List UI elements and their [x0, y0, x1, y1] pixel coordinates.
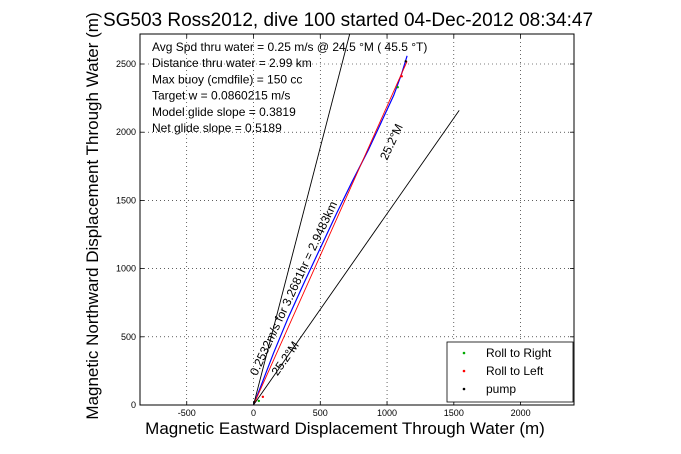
y-tick-label: 2500: [116, 59, 136, 69]
chart-title: SG503 Ross2012, dive 100 started 04-Dec-…: [103, 10, 593, 31]
marker-roll-left: [400, 75, 403, 78]
marker-roll-right: [257, 399, 261, 403]
marker-roll-right: [396, 85, 399, 89]
y-tick-label: 1500: [116, 195, 136, 205]
series-group: [252, 34, 460, 405]
legend-item-pump: pump: [486, 382, 516, 396]
series-line-straight-track: [253, 61, 408, 405]
legend-swatch-roll-right: [462, 351, 466, 355]
series-line-track: [252, 55, 408, 405]
info-line: Avg Spd thru water = 0.25 m/s @ 24.5 °M …: [152, 40, 427, 54]
y-axis: 0 500 1000 1500 2000 2500: [116, 59, 574, 410]
grid: [140, 34, 574, 406]
y-tick-label: 1000: [116, 264, 136, 274]
legend: Roll to Right Roll to Left pump: [446, 341, 574, 403]
legend-swatch-pump: [462, 387, 466, 391]
info-line: Net glide slope = 0.5189: [152, 121, 282, 135]
y-axis-label: Magnetic Northward Displacement Through …: [83, 12, 102, 419]
series-line-envelope-lower: [253, 110, 460, 405]
y-tick-label: 2000: [116, 127, 136, 137]
legend-item-roll-left: Roll to Left: [486, 364, 544, 378]
legend-box: [446, 341, 574, 403]
series-line-envelope-upper: [253, 34, 351, 405]
info-line: Distance thru water = 2.99 km: [152, 56, 312, 70]
x-tick-label: 1000: [377, 408, 397, 418]
y-tick-label: 0: [131, 400, 136, 410]
legend-item-roll-right: Roll to Right: [486, 346, 552, 360]
x-tick-label: 1500: [444, 408, 464, 418]
info-block: Avg Spd thru water = 0.25 m/s @ 24.5 °M …: [152, 40, 427, 135]
info-line: Target w = 0.0860215 m/s: [152, 89, 290, 103]
info-line: Model glide slope = 0.3819: [152, 105, 296, 119]
x-axis: -500 0 500 1000 1500 2000: [178, 34, 531, 418]
x-tick-label: 2000: [511, 408, 531, 418]
x-tick-label: 500: [313, 408, 328, 418]
info-line: Max buoy (cmdfile) = 150 cc: [152, 72, 302, 86]
x-axis-label: Magnetic Eastward Displacement Through W…: [145, 419, 545, 438]
x-tick-label: 0: [251, 408, 256, 418]
y-tick-label: 500: [121, 332, 136, 342]
marker-roll-left: [261, 395, 265, 399]
marker-pump: [404, 60, 407, 63]
legend-swatch-roll-left: [462, 369, 466, 373]
x-tick-label: -500: [178, 408, 196, 418]
